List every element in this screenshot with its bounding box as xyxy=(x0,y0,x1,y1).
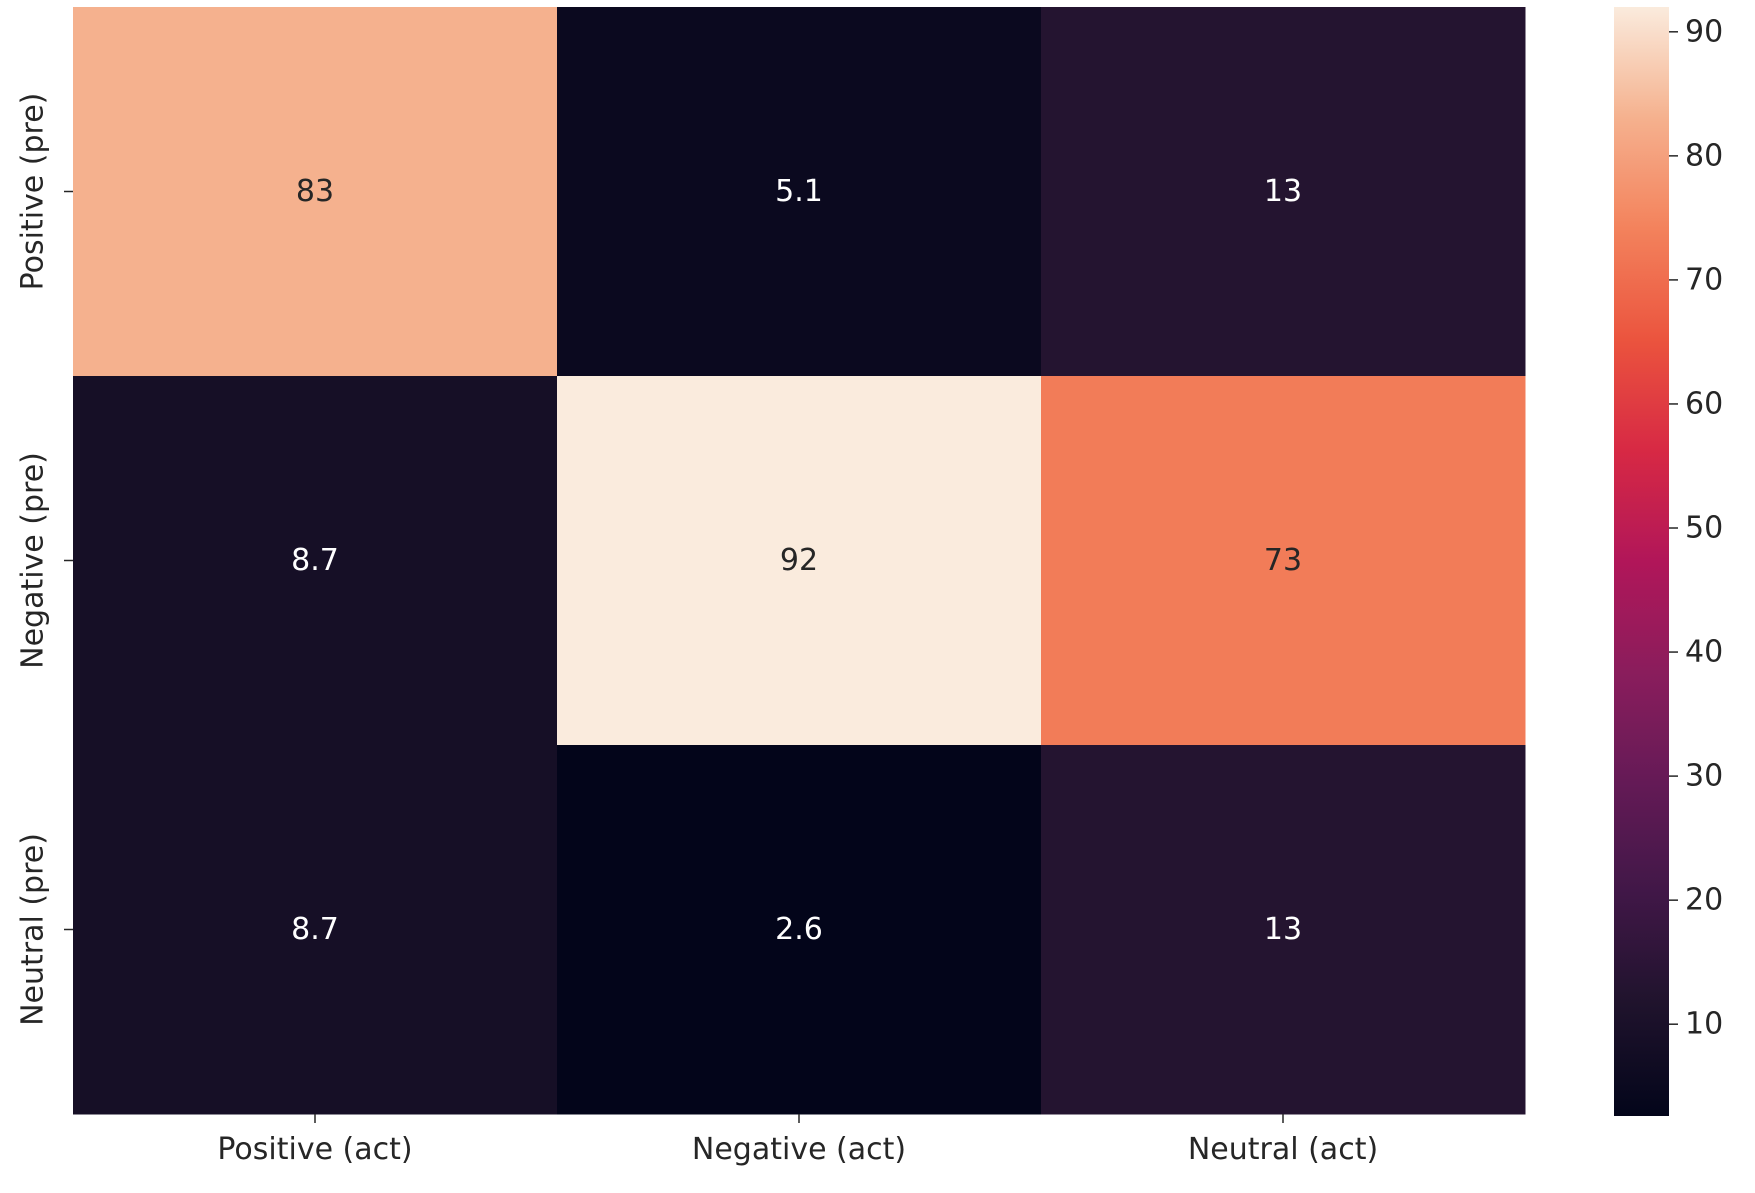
y-tick-label: Negative (pre) xyxy=(16,452,51,669)
x-axis: Positive (act) Negative (act) Neutral (act… xyxy=(217,1114,1378,1167)
cell-value-label: 13 xyxy=(1264,912,1302,947)
colorbar-tick-label: 80 xyxy=(1685,138,1723,173)
heatmap-cell xyxy=(557,7,1042,377)
cell-value-label: 8.7 xyxy=(291,543,339,578)
x-tick-label: Neutral (act) xyxy=(1188,1132,1378,1167)
cell-value-label: 2.6 xyxy=(775,912,823,947)
colorbar-tick-label: 20 xyxy=(1685,883,1723,918)
heatmap-cell xyxy=(73,7,558,377)
heatmap-cell xyxy=(1041,376,1526,746)
colorbar-tick-label: 70 xyxy=(1685,262,1723,297)
colorbar: 10 20 30 40 50 60 70 80 90 xyxy=(1614,7,1723,1116)
colorbar-tick-label: 90 xyxy=(1685,14,1723,49)
heatmap-cell xyxy=(1041,7,1526,377)
heatmap-cell xyxy=(73,376,558,746)
cell-value-label: 8.7 xyxy=(291,912,339,947)
colorbar-tick-label: 40 xyxy=(1685,635,1723,670)
colorbar-tick-label: 60 xyxy=(1685,386,1723,421)
cell-value-label: 83 xyxy=(296,174,334,209)
cell-value-label: 13 xyxy=(1264,174,1302,209)
colorbar-tick-label: 50 xyxy=(1685,511,1723,546)
cell-value-label: 73 xyxy=(1264,543,1302,578)
heatmap-cell xyxy=(73,745,558,1115)
y-tick-label: Neutral (pre) xyxy=(16,833,51,1026)
heatmap-cell-labels: 83 5.1 13 8.7 92 73 8.7 2.6 13 xyxy=(291,174,1302,947)
colorbar-tick-label: 10 xyxy=(1685,1007,1723,1042)
heatmap-cell xyxy=(557,376,1042,746)
cell-value-label: 5.1 xyxy=(775,174,823,209)
cell-value-label: 92 xyxy=(780,543,818,578)
y-tick-label: Positive (pre) xyxy=(16,93,51,291)
heatmap-cells xyxy=(73,7,1526,1115)
colorbar-tick-label: 30 xyxy=(1685,759,1723,794)
x-tick-label: Positive (act) xyxy=(217,1132,412,1167)
heatmap-cell xyxy=(557,745,1042,1115)
y-axis: Positive (pre) Negative (pre) Neutral (pre… xyxy=(16,93,73,1026)
colorbar-gradient xyxy=(1614,7,1669,1116)
heatmap-cell xyxy=(1041,745,1526,1115)
x-tick-label: Negative (act) xyxy=(692,1132,906,1167)
